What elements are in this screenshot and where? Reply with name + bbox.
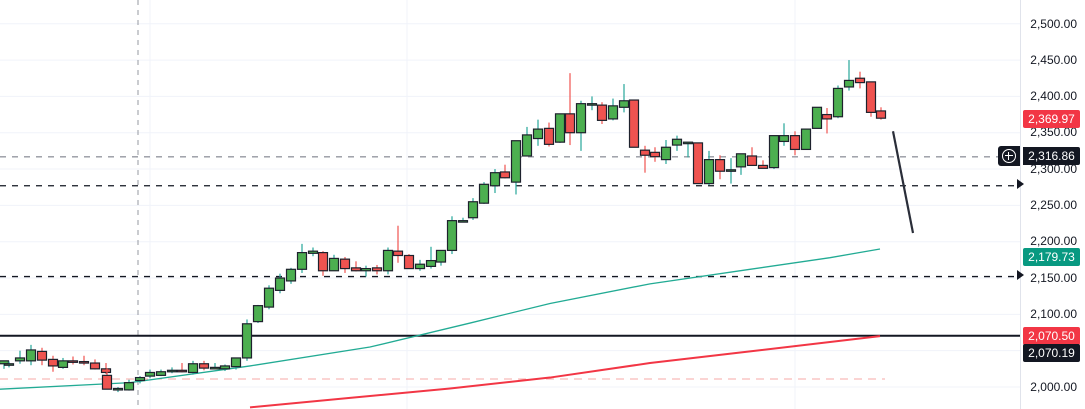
hline-price-tag: 2,070.19 (1023, 344, 1080, 362)
axis-label-2250: 2,250.00 (1030, 198, 1077, 212)
add-alert-button[interactable] (998, 146, 1020, 166)
axis-label-2100: 2,100.00 (1030, 307, 1077, 321)
axis-label-2450: 2,450.00 (1030, 53, 1077, 67)
axis-label-2300: 2,300.00 (1030, 162, 1077, 176)
plus-circle-icon (1002, 149, 1016, 163)
axis-label-2150: 2,150.00 (1030, 271, 1077, 285)
axis-label-2350: 2,350.00 (1030, 125, 1077, 139)
line-marker-icon (1017, 179, 1024, 189)
ma-teal-price-tag: 2,179.73 (1023, 248, 1080, 266)
price-axis-border (1020, 0, 1021, 409)
line-marker-icon (1017, 270, 1024, 280)
grid-lines (0, 0, 1020, 409)
ma-red-price-tag: 2,070.50 (1023, 327, 1080, 345)
horizontal-lines[interactable] (0, 156, 1020, 380)
axis-label-2500: 2,500.00 (1030, 17, 1077, 31)
moving-averages (0, 248, 881, 409)
last-price-tag: 2,369.97 (1023, 110, 1080, 128)
axis-label-2000: 2,000.00 (1030, 380, 1077, 394)
candles (0, 60, 887, 393)
axis-label-2200: 2,200.00 (1030, 234, 1077, 248)
crosshair-price-tag: 2,316.86 (1023, 147, 1080, 165)
trend-line[interactable] (891, 131, 915, 234)
axis-label-2400: 2,400.00 (1030, 89, 1077, 103)
